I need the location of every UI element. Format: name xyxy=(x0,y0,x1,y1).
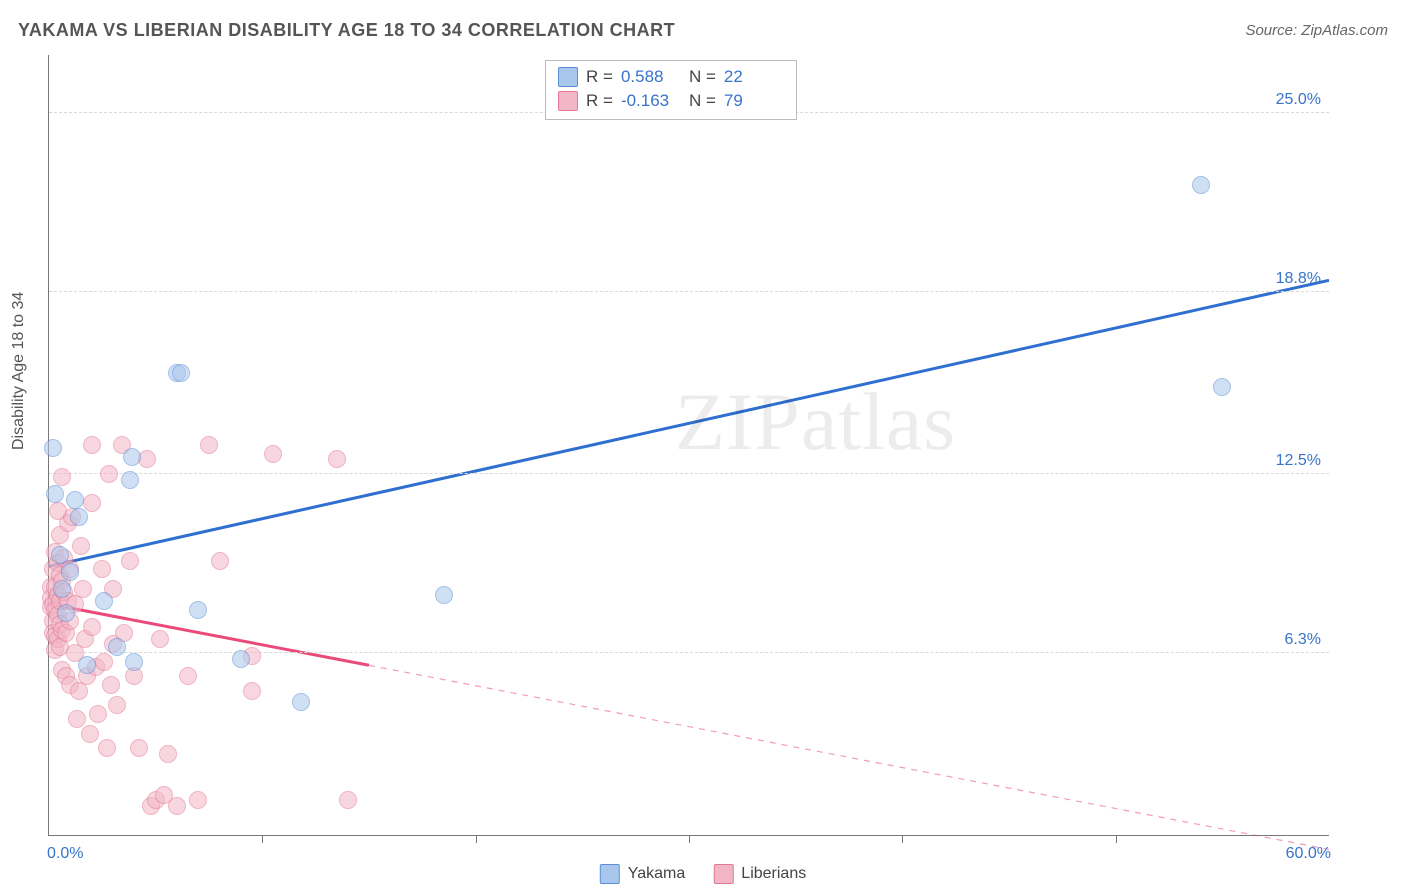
data-point xyxy=(189,601,207,619)
data-point xyxy=(159,745,177,763)
x-tick xyxy=(689,835,690,843)
data-point xyxy=(243,682,261,700)
data-point xyxy=(72,537,90,555)
series-legend: Yakama Liberians xyxy=(600,864,806,884)
data-point xyxy=(121,552,139,570)
data-point xyxy=(95,653,113,671)
data-point xyxy=(339,791,357,809)
y-tick-label: 25.0% xyxy=(1276,91,1321,109)
data-point xyxy=(57,604,75,622)
x-tick-label: 60.0% xyxy=(1286,845,1331,863)
data-point xyxy=(151,630,169,648)
data-point xyxy=(211,552,229,570)
data-point xyxy=(68,710,86,728)
scatter-plot: 6.3%12.5%18.8%25.0%0.0%60.0% xyxy=(48,55,1329,836)
data-point xyxy=(74,580,92,598)
correlation-row-liberians: R = -0.163 N = 79 xyxy=(558,89,784,113)
gridline xyxy=(49,291,1329,292)
data-point xyxy=(44,439,62,457)
data-point xyxy=(83,494,101,512)
data-point xyxy=(49,502,67,520)
legend-label-liberians: Liberians xyxy=(741,865,806,883)
chart-title: YAKAMA VS LIBERIAN DISABILITY AGE 18 TO … xyxy=(18,20,675,41)
data-point xyxy=(89,705,107,723)
trend-line xyxy=(49,280,1329,566)
data-point xyxy=(264,445,282,463)
legend-label-yakama: Yakama xyxy=(628,865,686,883)
data-point xyxy=(70,508,88,526)
x-tick xyxy=(1116,835,1117,843)
gridline xyxy=(49,473,1329,474)
data-point xyxy=(189,791,207,809)
n-label: N = xyxy=(689,91,716,111)
data-point xyxy=(61,563,79,581)
data-point xyxy=(78,656,96,674)
n-value-yakama: 22 xyxy=(724,67,784,87)
trend-line-dashed xyxy=(369,665,1329,849)
x-tick-label: 0.0% xyxy=(47,845,83,863)
data-point xyxy=(46,485,64,503)
swatch-yakama xyxy=(558,67,578,87)
x-tick xyxy=(902,835,903,843)
r-label: R = xyxy=(586,67,613,87)
data-point xyxy=(102,676,120,694)
swatch-liberians xyxy=(558,91,578,111)
x-tick xyxy=(262,835,263,843)
data-point xyxy=(93,560,111,578)
data-point xyxy=(108,638,126,656)
data-point xyxy=(98,739,116,757)
y-axis-label: Disability Age 18 to 34 xyxy=(10,292,28,450)
data-point xyxy=(53,468,71,486)
x-tick xyxy=(476,835,477,843)
swatch-liberians xyxy=(713,864,733,884)
n-label: N = xyxy=(689,67,716,87)
data-point xyxy=(1192,176,1210,194)
data-point xyxy=(66,491,84,509)
data-point xyxy=(53,580,71,598)
correlation-row-yakama: R = 0.588 N = 22 xyxy=(558,65,784,89)
y-tick-label: 6.3% xyxy=(1285,631,1321,649)
data-point xyxy=(172,364,190,382)
data-point xyxy=(232,650,250,668)
data-point xyxy=(1213,378,1231,396)
n-value-liberians: 79 xyxy=(724,91,784,111)
data-point xyxy=(168,797,186,815)
data-point xyxy=(292,693,310,711)
data-point xyxy=(83,436,101,454)
data-point xyxy=(100,465,118,483)
y-tick-label: 18.8% xyxy=(1276,270,1321,288)
y-tick-label: 12.5% xyxy=(1276,452,1321,470)
data-point xyxy=(121,471,139,489)
data-point xyxy=(179,667,197,685)
data-point xyxy=(81,725,99,743)
data-point xyxy=(95,592,113,610)
r-value-yakama: 0.588 xyxy=(621,67,681,87)
data-point xyxy=(108,696,126,714)
r-label: R = xyxy=(586,91,613,111)
r-value-liberians: -0.163 xyxy=(621,91,681,111)
legend-item-liberians: Liberians xyxy=(713,864,806,884)
correlation-legend: R = 0.588 N = 22 R = -0.163 N = 79 xyxy=(545,60,797,120)
data-point xyxy=(130,739,148,757)
data-point xyxy=(123,448,141,466)
data-point xyxy=(51,546,69,564)
data-point xyxy=(83,618,101,636)
source-label: Source: ZipAtlas.com xyxy=(1245,22,1388,39)
trend-lines-layer xyxy=(49,55,1329,835)
data-point xyxy=(435,586,453,604)
data-point xyxy=(125,653,143,671)
legend-item-yakama: Yakama xyxy=(600,864,686,884)
data-point xyxy=(328,450,346,468)
swatch-yakama xyxy=(600,864,620,884)
data-point xyxy=(200,436,218,454)
